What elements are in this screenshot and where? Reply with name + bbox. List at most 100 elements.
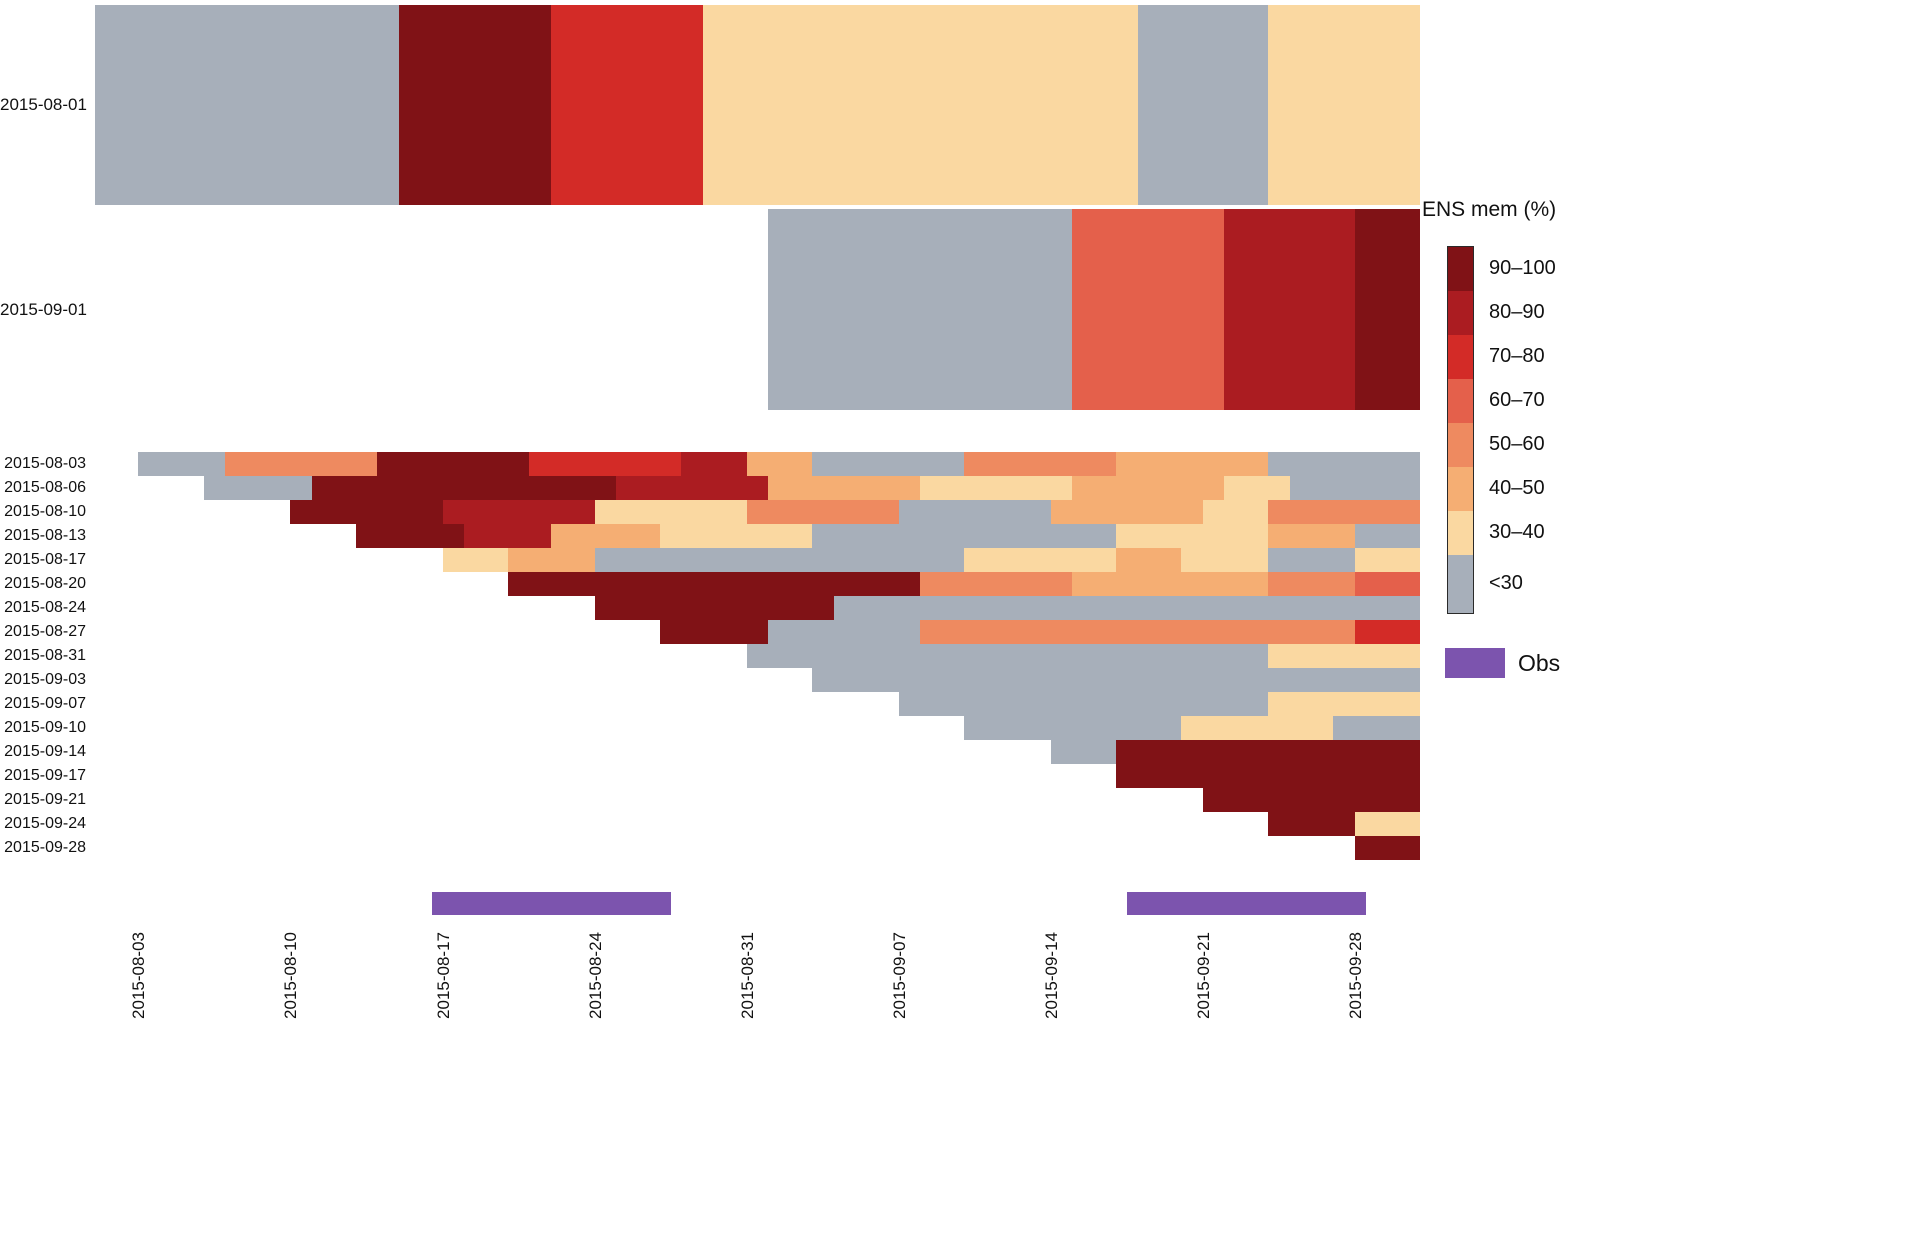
- heatmap-segment-90-100: [399, 5, 552, 205]
- heatmap-segment-30-40: [1181, 548, 1268, 572]
- heatmap-segment-90-100: [594, 596, 834, 620]
- heatmap-segment-30-40: [1354, 812, 1420, 836]
- heatmap-segment-<30: [963, 716, 1182, 740]
- heatmap-segment-30-40: [1224, 476, 1290, 500]
- heatmap-segment-40-50: [507, 548, 595, 572]
- heatmap-segment-30-40: [659, 524, 812, 548]
- legend-swatch-80-90: [1448, 291, 1473, 335]
- forecast-row-label-2015-09-21: 2015-09-21: [4, 791, 86, 808]
- heatmap-segment-30-40: [594, 500, 747, 524]
- heatmap-segment-<30: [811, 452, 964, 476]
- x-tick-label-2015-09-14: 2015-09-14: [1041, 932, 1061, 1019]
- heatmap-segment-30-40: [1354, 548, 1420, 572]
- forecast-row-2015-08-06: [203, 476, 1420, 500]
- heatmap-segment-90-100: [1115, 764, 1420, 788]
- forecast-row-label-2015-08-10: 2015-08-10: [4, 503, 86, 520]
- x-tick-label-2015-08-03: 2015-08-03: [129, 932, 149, 1019]
- forecast-row-label-2015-08-20: 2015-08-20: [4, 575, 86, 592]
- legend-bin-label-80-90: 80–90: [1489, 301, 1545, 323]
- heatmap-segment-90-100: [659, 620, 769, 644]
- forecast-row-label-2015-09-14: 2015-09-14: [4, 743, 86, 760]
- heatmap-segment-30-40: [442, 548, 508, 572]
- heatmap-segment-<30: [833, 596, 1420, 620]
- forecast-row-label-2015-09-07: 2015-09-07: [4, 695, 86, 712]
- forecast-row-label-2015-08-24: 2015-08-24: [4, 599, 86, 616]
- heatmap-segment-50-60: [963, 452, 1116, 476]
- heatmap-segment-60-70: [1354, 572, 1420, 596]
- forecast-row-2015-08-31: [746, 644, 1420, 668]
- heatmap-segment-90-100: [1115, 740, 1420, 764]
- forecast-row-2015-09-10: [963, 716, 1420, 740]
- heatmap-segment-80-90: [616, 476, 769, 500]
- obs-legend-label: Obs: [1518, 650, 1561, 676]
- legend-bin-label-60-70: 60–70: [1489, 389, 1545, 411]
- monthly-row-label-august: 2015-08-01: [0, 95, 87, 114]
- heatmap-segment-90-100: [1267, 812, 1355, 836]
- legend-swatch-<30: [1448, 555, 1473, 613]
- heatmap-segment-90-100: [312, 476, 617, 500]
- obs-legend-swatch: [1445, 648, 1505, 678]
- x-tick-label-2015-08-24: 2015-08-24: [585, 932, 605, 1019]
- heatmap-segment-40-50: [1115, 452, 1268, 476]
- heatmap-segment-<30: [1050, 740, 1116, 764]
- heatmap-segment-80-90: [681, 452, 747, 476]
- heatmap-segment-90-100: [290, 500, 443, 524]
- legend-swatch-60-70: [1448, 379, 1473, 423]
- heatmap-segment-<30: [203, 476, 313, 500]
- heatmap-segment-50-60: [1267, 572, 1355, 596]
- heatmap-segment-80-90: [464, 524, 552, 548]
- forecast-row-2015-09-03: [811, 668, 1420, 692]
- heatmap-segment-<30: [768, 209, 1073, 410]
- forecast-row-2015-09-24: [1267, 812, 1420, 836]
- legend-swatch-50-60: [1448, 423, 1473, 467]
- legend-title: ENS mem (%): [1422, 198, 1557, 221]
- heatmap-segment-30-40: [1115, 524, 1268, 548]
- forecast-row-2015-08-20: [507, 572, 1420, 596]
- heatmap-segment-40-50: [1267, 524, 1355, 548]
- heatmap-segment-90-100: [1202, 788, 1420, 812]
- legend-swatch-40-50: [1448, 467, 1473, 511]
- heatmap-segment-<30: [594, 548, 964, 572]
- legend-colorbar: [1447, 246, 1474, 614]
- heatmap-segment-40-50: [1050, 500, 1203, 524]
- obs-period-bar: [1126, 892, 1366, 915]
- heatmap-segment-50-60: [746, 500, 899, 524]
- heatmap-segment-<30: [768, 620, 921, 644]
- heatmap-segment-<30: [138, 452, 226, 476]
- monthly-forecast-row-2015-08-01: [95, 5, 1420, 205]
- heatmap-segment-30-40: [1202, 500, 1268, 524]
- heatmap-segment-<30: [95, 5, 400, 205]
- forecast-row-label-2015-08-06: 2015-08-06: [4, 479, 86, 496]
- forecast-row-2015-08-13: [355, 524, 1420, 548]
- forecast-row-2015-08-24: [594, 596, 1420, 620]
- heatmap-segment-90-100: [355, 524, 465, 548]
- heatmap-segment-90-100: [507, 572, 921, 596]
- forecast-row-2015-09-14: [1050, 740, 1420, 764]
- forecast-row-label-2015-09-10: 2015-09-10: [4, 719, 86, 736]
- forecast-row-2015-09-17: [1115, 764, 1420, 788]
- x-tick-label-2015-08-17: 2015-08-17: [433, 932, 453, 1019]
- monthly-forecast-row-2015-09-01: [768, 209, 1420, 410]
- heatmap-segment-50-60: [1267, 500, 1420, 524]
- legend-bin-label-<30: <30: [1489, 572, 1523, 594]
- heatmap-segment-<30: [1354, 524, 1420, 548]
- legend-bin-label-50-60: 50–60: [1489, 433, 1545, 455]
- heatmap-segment-40-50: [746, 452, 812, 476]
- forecast-row-2015-08-27: [659, 620, 1420, 644]
- x-tick-label-2015-08-31: 2015-08-31: [737, 932, 757, 1019]
- heatmap-segment-<30: [811, 668, 1420, 692]
- x-tick-label-2015-09-21: 2015-09-21: [1193, 932, 1213, 1019]
- heatmap-segment-30-40: [703, 5, 1138, 205]
- heatmap-segment-80-90: [1224, 209, 1355, 410]
- legend-swatch-90-100: [1448, 247, 1473, 291]
- heatmap-segment-90-100: [1354, 836, 1420, 860]
- heatmap-segment-<30: [898, 500, 1051, 524]
- heatmap-segment-30-40: [1181, 716, 1334, 740]
- heatmap-segment-30-40: [1267, 5, 1420, 205]
- heatmap-segment-<30: [1267, 452, 1420, 476]
- legend-bin-label-40-50: 40–50: [1489, 477, 1545, 499]
- x-tick-label-2015-09-28: 2015-09-28: [1345, 932, 1365, 1019]
- heatmap-segment-40-50: [551, 524, 660, 548]
- heatmap-segment-<30: [1137, 5, 1268, 205]
- heatmap-segment-<30: [1333, 716, 1420, 740]
